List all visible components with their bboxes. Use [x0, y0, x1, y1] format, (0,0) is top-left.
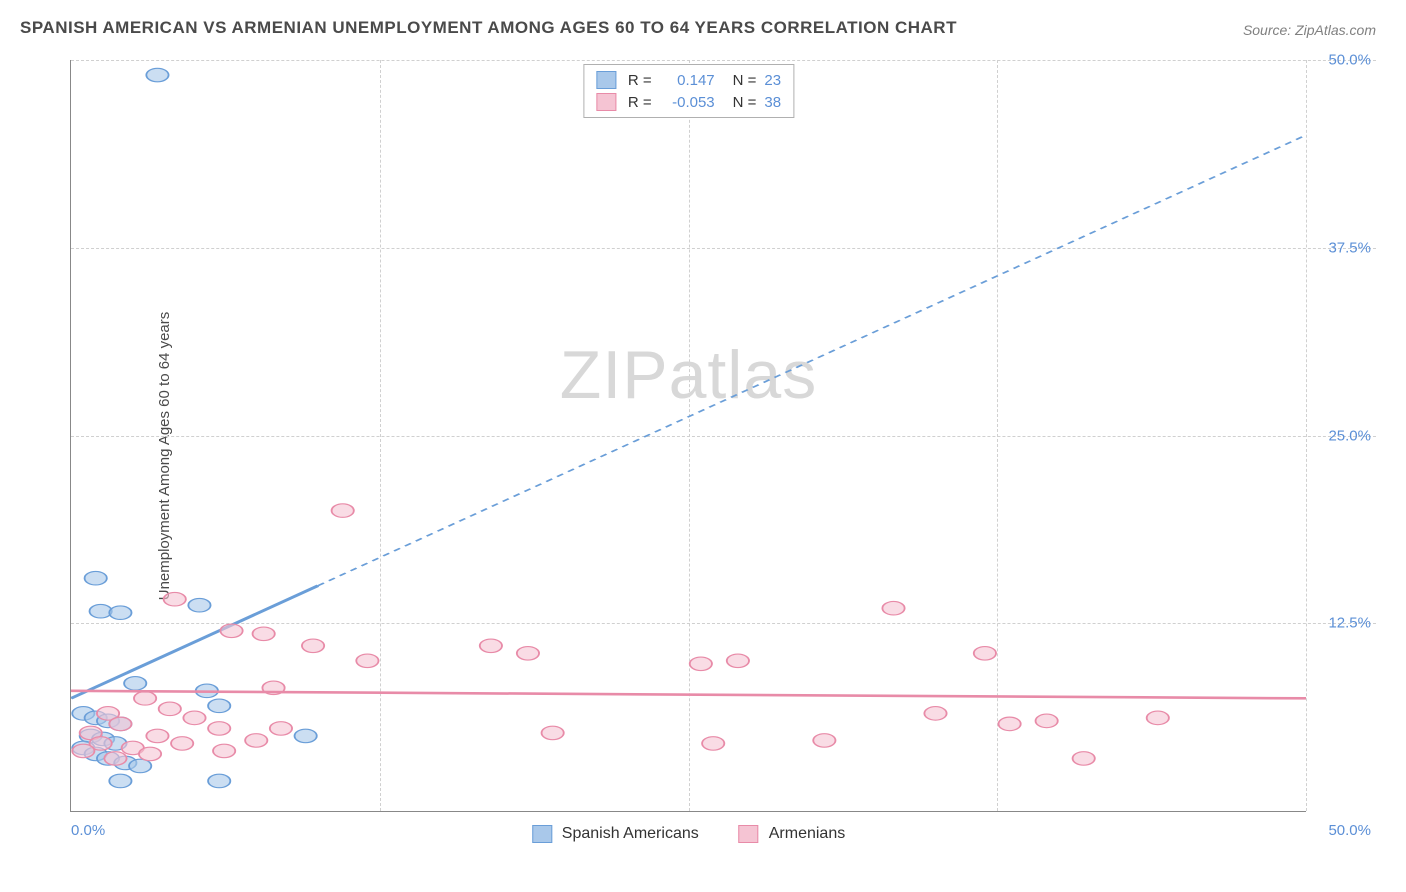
data-point	[85, 571, 107, 585]
legend-series: Spanish Americans Armenians	[532, 825, 845, 843]
data-point	[139, 747, 161, 761]
r-label: R =	[628, 72, 652, 89]
x-max-label: 50.0%	[1328, 822, 1371, 839]
chart-title: SPANISH AMERICAN VS ARMENIAN UNEMPLOYMEN…	[20, 18, 957, 38]
data-point	[109, 774, 131, 788]
legend-series-label: Spanish Americans	[562, 825, 699, 843]
data-point	[146, 68, 168, 82]
data-point	[208, 699, 230, 713]
legend-correlation-row: R = 0.147 N = 23	[596, 69, 781, 91]
data-point	[295, 729, 317, 743]
n-label: N =	[733, 94, 757, 111]
x-origin-label: 0.0%	[71, 822, 105, 839]
legend-series-item: Armenians	[739, 825, 845, 843]
data-point	[109, 606, 131, 620]
data-point	[124, 677, 146, 691]
legend-swatch	[596, 71, 616, 89]
data-point	[542, 726, 564, 740]
data-point	[924, 707, 946, 721]
data-point	[302, 639, 324, 653]
data-point	[90, 604, 112, 618]
data-point	[356, 654, 378, 668]
n-label: N =	[733, 72, 757, 89]
data-point	[332, 504, 354, 518]
trend-line-dashed	[318, 135, 1306, 586]
r-value: 0.147	[660, 72, 715, 89]
chart-container: Unemployment Among Ages 60 to 64 years Z…	[50, 60, 1376, 852]
r-value: -0.053	[660, 94, 715, 111]
data-point	[129, 759, 151, 773]
n-value: 23	[764, 72, 781, 89]
data-point	[183, 711, 205, 725]
data-point	[270, 722, 292, 736]
legend-series-label: Armenians	[769, 825, 845, 843]
data-point	[159, 702, 181, 716]
data-point	[882, 601, 904, 615]
legend-correlation: R = 0.147 N = 23 R = -0.053 N = 38	[583, 64, 794, 118]
data-point	[1073, 752, 1095, 766]
trend-line-solid	[71, 691, 1306, 699]
n-value: 38	[764, 94, 781, 111]
data-point	[702, 737, 724, 751]
data-point	[245, 734, 267, 748]
data-point	[109, 717, 131, 731]
data-point	[146, 729, 168, 743]
data-point	[480, 639, 502, 653]
data-point	[220, 624, 242, 638]
legend-swatch	[532, 825, 552, 843]
data-point	[208, 774, 230, 788]
data-point	[998, 717, 1020, 731]
data-point	[1147, 711, 1169, 725]
y-tick-label: 25.0%	[1328, 427, 1371, 444]
data-point	[134, 692, 156, 706]
source-label: Source: ZipAtlas.com	[1243, 22, 1376, 38]
data-point	[727, 654, 749, 668]
data-point	[213, 744, 235, 758]
data-point	[974, 647, 996, 661]
legend-swatch	[739, 825, 759, 843]
legend-series-item: Spanish Americans	[532, 825, 699, 843]
data-point	[517, 647, 539, 661]
data-point	[1036, 714, 1058, 728]
data-point	[104, 752, 126, 766]
data-point	[253, 627, 275, 641]
data-point	[188, 598, 210, 612]
data-point	[690, 657, 712, 671]
y-tick-label: 12.5%	[1328, 615, 1371, 632]
data-point	[813, 734, 835, 748]
legend-correlation-row: R = -0.053 N = 38	[596, 91, 781, 113]
data-point	[171, 737, 193, 751]
gridline-vertical	[1306, 60, 1307, 811]
y-tick-label: 50.0%	[1328, 52, 1371, 69]
plot-area: ZIPatlas R =0.147N =23R =-0.053N =38 0.0…	[70, 60, 1306, 812]
data-point	[72, 744, 94, 758]
data-point	[208, 722, 230, 736]
r-label: R =	[628, 94, 652, 111]
data-point	[164, 592, 186, 606]
y-tick-label: 37.5%	[1328, 239, 1371, 256]
scatter-plot-svg	[71, 60, 1306, 811]
legend-swatch	[596, 93, 616, 111]
